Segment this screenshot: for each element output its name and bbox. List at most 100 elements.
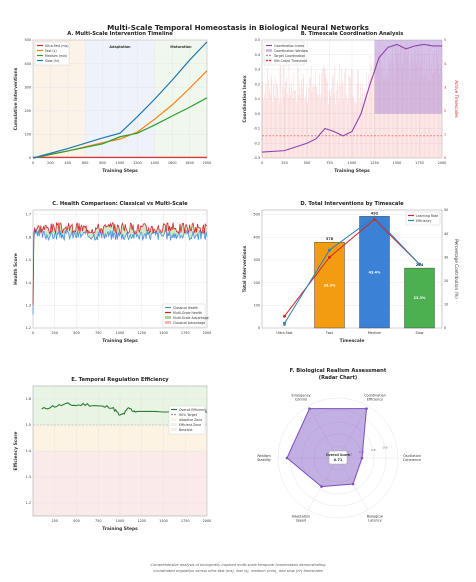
y2-tick-label: 10 bbox=[444, 303, 448, 307]
line-point bbox=[373, 215, 376, 219]
y2-tick-label: 0 bbox=[444, 156, 446, 160]
legend-entry: Target Coordination bbox=[273, 54, 305, 58]
x-axis-label: Training Steps bbox=[334, 168, 370, 174]
legend-swatch bbox=[171, 423, 177, 426]
y-tick-label: 0.2 bbox=[255, 82, 260, 86]
radar-axis-label: Realism bbox=[257, 454, 271, 458]
radar-axis-label: Control bbox=[295, 397, 307, 401]
x-tick-label: 500 bbox=[304, 161, 310, 165]
x-tick-label: 1500 bbox=[393, 161, 402, 165]
x-tick-label: 2000 bbox=[203, 519, 212, 523]
legend-swatch bbox=[171, 418, 177, 421]
bar-value-label: 0 bbox=[283, 323, 286, 327]
line-efficiency bbox=[284, 216, 420, 324]
legend-swatch bbox=[171, 428, 177, 431]
x-tick-label: 750 bbox=[326, 161, 332, 165]
y-tick-label: 100 bbox=[254, 304, 260, 308]
line-point bbox=[328, 255, 331, 259]
x-tick-label: 2000 bbox=[438, 161, 447, 165]
radar-axis-label: Latency bbox=[368, 519, 381, 523]
radar-axis-label: Coherence bbox=[403, 458, 421, 462]
y-tick-label: 300 bbox=[254, 258, 260, 262]
x-tick-label: 1750 bbox=[181, 331, 190, 335]
y-tick-label: 1.7 bbox=[26, 213, 31, 217]
legend-entry: Medium (min) bbox=[45, 54, 67, 58]
y-tick-label: 1.3 bbox=[26, 304, 31, 308]
x-tick-label: 1000 bbox=[116, 161, 125, 165]
y2-tick-label: 50 bbox=[444, 208, 448, 212]
radar-axis-label: Emergency bbox=[291, 393, 310, 397]
y2-tick-label: 0 bbox=[444, 326, 446, 330]
coordination-window bbox=[374, 40, 442, 114]
y-tick-label: 400 bbox=[25, 62, 31, 66]
x-tick-label: 1200 bbox=[133, 161, 142, 165]
center-score-box bbox=[328, 450, 348, 465]
radar-point bbox=[308, 407, 311, 410]
legend-swatch bbox=[165, 321, 171, 324]
y-tick-label: 0.4 bbox=[255, 53, 260, 57]
legend-entry: Baseline bbox=[179, 428, 193, 432]
y-tick-label: 1.6 bbox=[26, 397, 31, 401]
x-tick-label: 0 bbox=[32, 161, 34, 165]
radar-point bbox=[360, 456, 364, 460]
bar-value-label: 492 bbox=[371, 211, 379, 215]
y-tick-label: 1.4 bbox=[26, 449, 31, 453]
panel-b-coordination-analysis: B. Timescale Coordination Analysis Traini… bbox=[242, 31, 459, 174]
radar-tick-label: 0.4 bbox=[359, 450, 364, 454]
phase-label: Adaptation bbox=[109, 45, 131, 49]
figure-caption-line2: coordinated regulation across ultra-fast… bbox=[153, 569, 323, 573]
bar-medium bbox=[359, 216, 390, 329]
y-tick-label: -0.2 bbox=[253, 141, 260, 145]
x-tick-label: 1400 bbox=[150, 161, 159, 165]
y2-tick-label: 1 bbox=[444, 133, 446, 137]
panel-a-title: A. Multi-Scale Intervention Timeline bbox=[67, 31, 173, 37]
radar-tick-label: 0.8 bbox=[383, 445, 388, 449]
x-tick-label: 2000 bbox=[203, 331, 212, 335]
legend-entry: Min Coord Threshold bbox=[274, 59, 307, 63]
x-axis-label: Timescale bbox=[340, 338, 365, 344]
bar-pct-label: 43.4% bbox=[369, 270, 381, 274]
legend-box bbox=[405, 211, 441, 226]
radar-axis-label: Adaptation bbox=[292, 515, 311, 519]
legend-swatch bbox=[165, 316, 171, 319]
radar-tick-label: 0.6 bbox=[371, 448, 376, 452]
radar-spoke bbox=[307, 457, 339, 511]
y-tick-label: 1.6 bbox=[26, 235, 31, 239]
legend-box bbox=[162, 303, 206, 328]
legend-entry: Adaptive Zone bbox=[179, 418, 202, 422]
legend-entry: Multi-Scale Health bbox=[173, 311, 202, 315]
legend-entry: Ultra-Fast (ms) bbox=[45, 44, 69, 48]
x-tick-label: 800 bbox=[99, 161, 105, 165]
radar-axis-label: Oscillation bbox=[403, 454, 421, 458]
radar-axis-label: Stability bbox=[257, 458, 271, 462]
phase-band-maturation bbox=[154, 40, 207, 158]
legend-entry: Efficient Zone bbox=[179, 423, 201, 427]
x-axis-label: Training Steps bbox=[102, 526, 138, 532]
x-tick-label: 1250 bbox=[137, 519, 146, 523]
legend-entry: Multi-Scale Advantage bbox=[173, 316, 209, 320]
x-tick-label: 2000 bbox=[203, 161, 212, 165]
line-point bbox=[373, 217, 376, 221]
x-tick-label: 1250 bbox=[370, 161, 379, 165]
x-tick-label: 0 bbox=[32, 331, 34, 335]
panel-d-total-interventions: D. Total Interventions by Timescale Times… bbox=[242, 201, 459, 344]
efficiency-line bbox=[41, 402, 207, 416]
line-point bbox=[328, 248, 331, 252]
legend-entry: Efficiency bbox=[416, 219, 431, 223]
legend-entry: Classical Health bbox=[173, 306, 198, 310]
y-tick-label: 0.1 bbox=[255, 97, 260, 101]
legend-entry: Coordination Index bbox=[274, 44, 304, 48]
radar-point bbox=[351, 482, 355, 486]
y-tick-label: 0 bbox=[258, 326, 260, 330]
legend-box bbox=[34, 41, 70, 66]
x-tick-label: 1000 bbox=[116, 331, 125, 335]
radar-axis-label: Biological bbox=[367, 515, 383, 519]
legend-entry: Classical Advantage bbox=[173, 321, 205, 325]
x-tick-label: 1000 bbox=[116, 519, 125, 523]
x-tick-label: 1600 bbox=[168, 161, 177, 165]
x-tick-label: 1250 bbox=[137, 331, 146, 335]
x-tick-label: Medium bbox=[368, 331, 382, 335]
x-axis-label: Training Steps bbox=[102, 338, 138, 344]
y-axis-label: Efficiency Score bbox=[13, 431, 19, 470]
x-tick-label: 1750 bbox=[181, 519, 190, 523]
